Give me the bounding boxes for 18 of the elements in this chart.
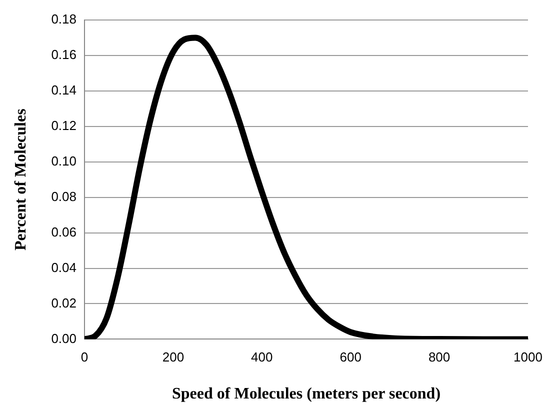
y-tick-label: 0.04 — [51, 260, 76, 275]
x-tick-label: 200 — [162, 350, 184, 365]
x-tick-label: 1000 — [514, 350, 542, 365]
y-axis-title: Percent of Molecules — [12, 108, 30, 251]
x-axis-title: Speed of Molecules (meters per second) — [172, 386, 441, 403]
x-tick-label: 600 — [340, 350, 362, 365]
x-tick-label: 800 — [428, 350, 450, 365]
x-tick-label: 400 — [251, 350, 273, 365]
y-tick-label: 0.16 — [51, 47, 76, 62]
y-tick-label: 0.02 — [51, 295, 76, 310]
y-tick-label: 0.18 — [51, 12, 76, 27]
x-tick-label: 0 — [80, 350, 88, 365]
y-tick-label: 0.14 — [51, 82, 76, 98]
y-tick-label: 0.08 — [51, 188, 76, 204]
y-tick-label: 0.10 — [51, 153, 76, 168]
y-tick-label: 0.00 — [51, 330, 76, 346]
y-tick-label: 0.12 — [51, 118, 76, 133]
y-tick-label: 0.06 — [51, 224, 76, 240]
